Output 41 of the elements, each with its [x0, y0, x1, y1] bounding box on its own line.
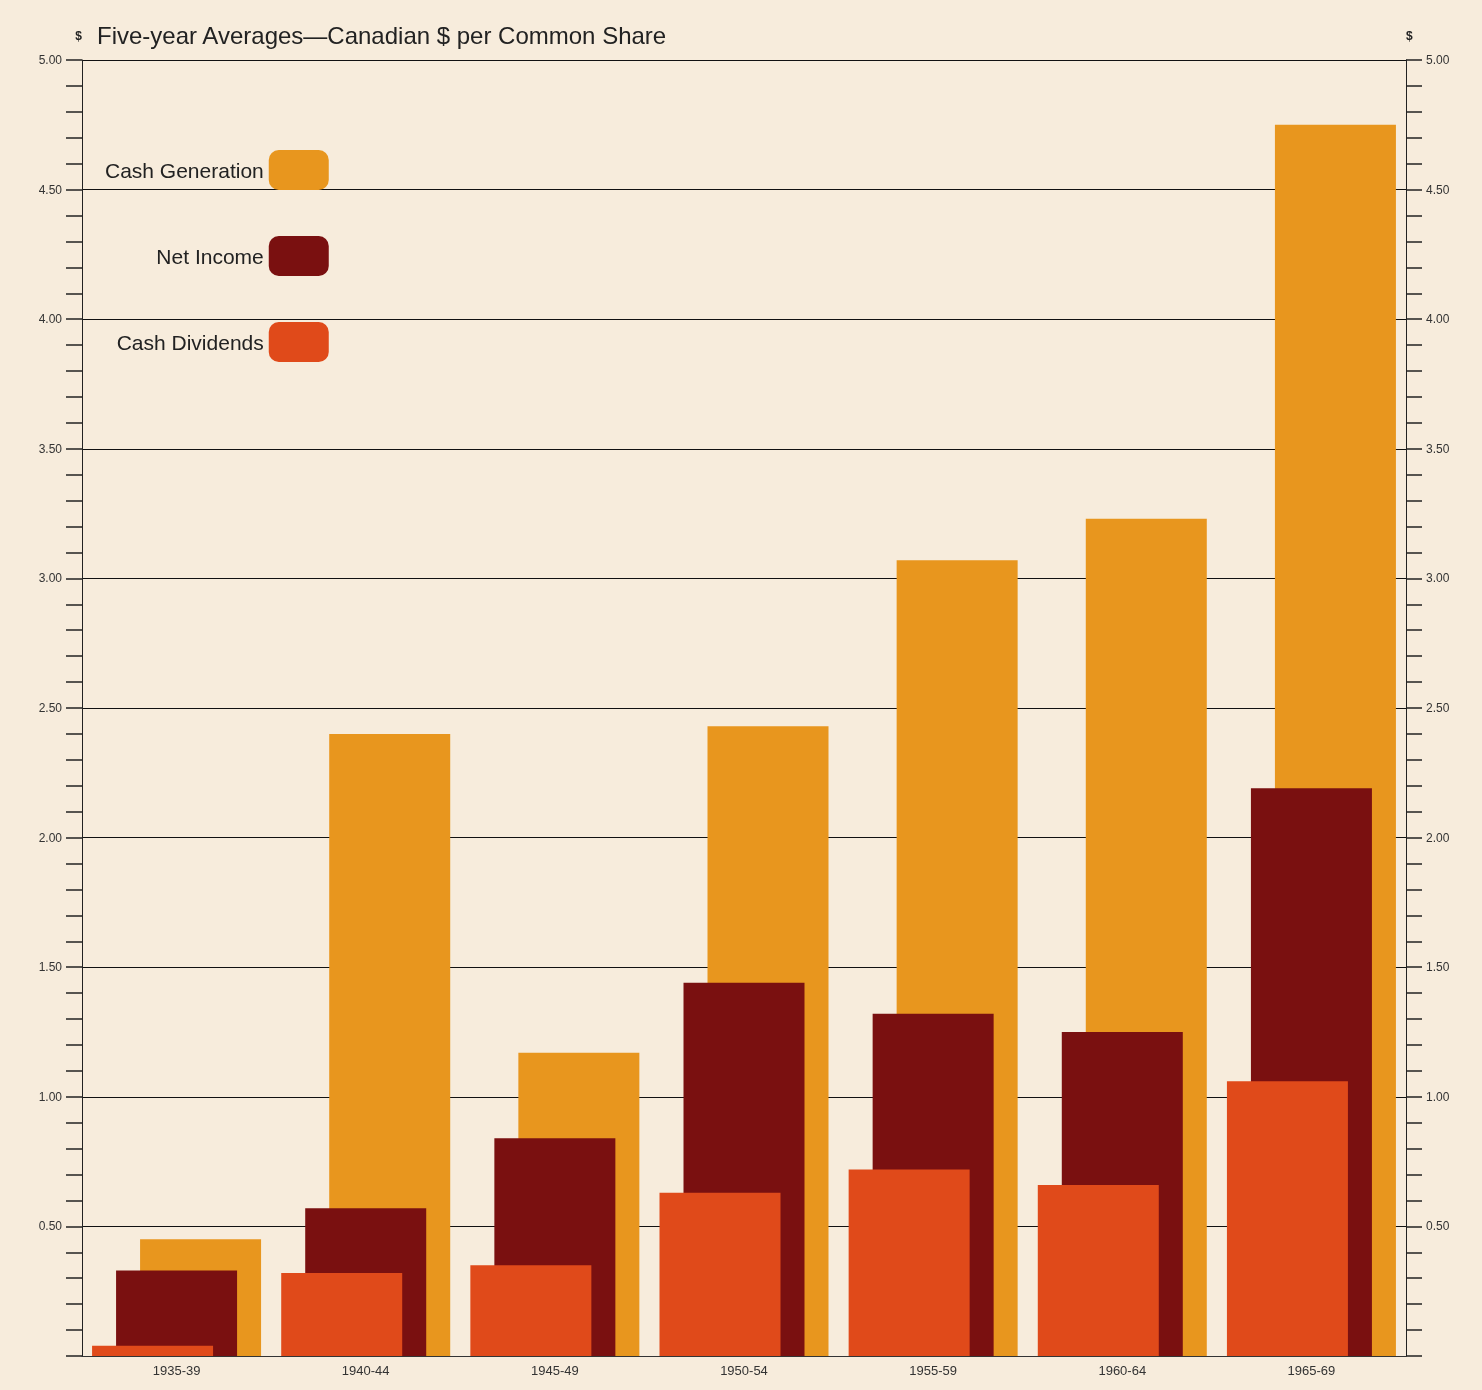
- y2-tick-label: 1.00: [1426, 1089, 1450, 1104]
- y2-tick-label: 3.50: [1426, 441, 1450, 456]
- y-tick-label: 2.50: [38, 701, 63, 715]
- x-tick-label: 1950-54: [720, 1363, 768, 1378]
- legend-label: Net Income: [156, 244, 264, 268]
- x-tick-label: 1945-49: [531, 1363, 579, 1378]
- y2-tick-label: 4.00: [1426, 312, 1450, 327]
- bar: [848, 1169, 970, 1356]
- y-tick-label: 3.00: [38, 571, 63, 586]
- x-tick-label: 1940-44: [341, 1363, 390, 1378]
- y2-tick-label: 0.50: [1426, 1219, 1450, 1234]
- y-tick-label: 3.50: [38, 441, 63, 456]
- y-tick-label: 1.00: [38, 1089, 63, 1104]
- bar: [470, 1265, 592, 1356]
- x-tick-label: 1965-69: [1287, 1363, 1336, 1378]
- y-tick-label: 0.50: [38, 1219, 63, 1234]
- bar: [659, 1192, 781, 1356]
- bar: [1226, 1081, 1348, 1356]
- bar: [281, 1273, 403, 1356]
- legend-label: Cash Generation: [105, 158, 264, 182]
- bar: [116, 1270, 238, 1356]
- chart-title: Five-year Averages—Canadian $ per Common Share: [97, 21, 667, 49]
- y-axis-title: $: [75, 29, 83, 43]
- y2-tick-label: 2.00: [1426, 830, 1450, 845]
- bar: [92, 1345, 214, 1356]
- y2-tick-label: 3.00: [1426, 571, 1450, 586]
- y-tick-label: 5.00: [38, 53, 63, 67]
- y-tick-label: 2.00: [38, 830, 63, 845]
- y2-tick-label: 4.50: [1426, 182, 1450, 197]
- y2-tick-label: 2.50: [1426, 701, 1450, 715]
- y2-tick-label: 5.00: [1426, 53, 1450, 67]
- y2-axis-title: $: [1406, 29, 1413, 43]
- x-tick-label: 1960-64: [1098, 1363, 1147, 1378]
- bar: [1037, 1184, 1159, 1356]
- y2-tick-label: 1.50: [1426, 960, 1450, 975]
- y-tick-label: 4.00: [38, 312, 63, 327]
- y-tick-label: 1.50: [38, 960, 63, 975]
- legend-label: Cash Dividends: [116, 330, 264, 354]
- x-tick-label: 1935-39: [152, 1363, 201, 1378]
- y-tick-label: 4.50: [38, 182, 63, 197]
- x-tick-label: 1955-59: [909, 1363, 957, 1378]
